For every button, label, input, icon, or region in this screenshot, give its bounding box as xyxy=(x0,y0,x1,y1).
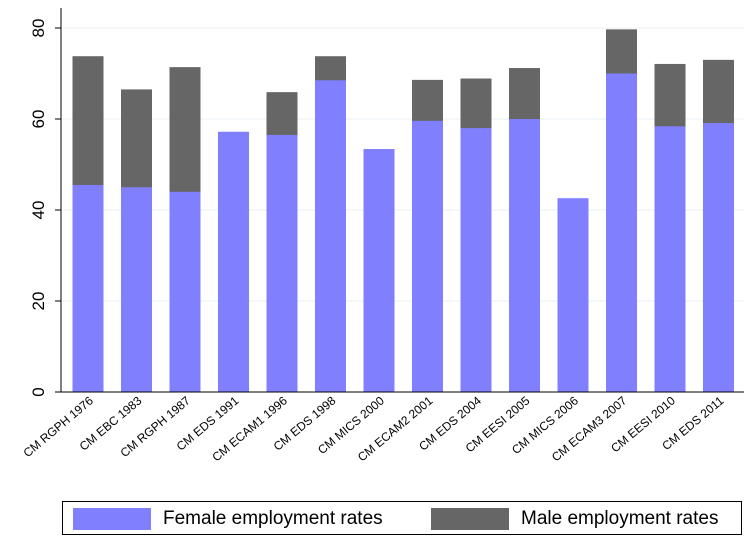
legend: Female employment rates Male employment … xyxy=(62,501,742,535)
y-tick-label: 40 xyxy=(29,201,48,220)
bar-female xyxy=(509,119,540,392)
legend-swatch-male xyxy=(431,508,509,530)
bar-female xyxy=(315,80,346,392)
y-tick-labels: 0 20 40 60 80 xyxy=(29,19,61,397)
legend-label-female: Female employment rates xyxy=(163,508,383,529)
bar-female xyxy=(606,73,637,392)
bar-female xyxy=(363,149,395,392)
bars xyxy=(72,29,734,393)
y-tick-label: 20 xyxy=(29,292,48,311)
y-tick-label: 0 xyxy=(29,387,48,396)
bar-female xyxy=(703,123,734,392)
legend-item-female: Female employment rates xyxy=(73,508,383,530)
legend-item-male: Male employment rates xyxy=(431,508,718,530)
legend-swatch-female xyxy=(73,508,151,530)
bar-female xyxy=(412,120,443,392)
bar-female xyxy=(121,187,152,392)
gridlines xyxy=(61,27,744,302)
bar-female xyxy=(72,184,104,392)
bar-female xyxy=(557,198,589,392)
bar-female xyxy=(169,191,201,392)
bar-female xyxy=(218,131,249,393)
bar-female xyxy=(460,128,492,392)
y-tick-label: 80 xyxy=(29,19,48,38)
y-tick-label: 60 xyxy=(29,110,48,129)
legend-label-male: Male employment rates xyxy=(521,508,719,529)
bar-female xyxy=(266,134,298,393)
bar-female xyxy=(654,126,686,392)
axes xyxy=(60,8,744,393)
